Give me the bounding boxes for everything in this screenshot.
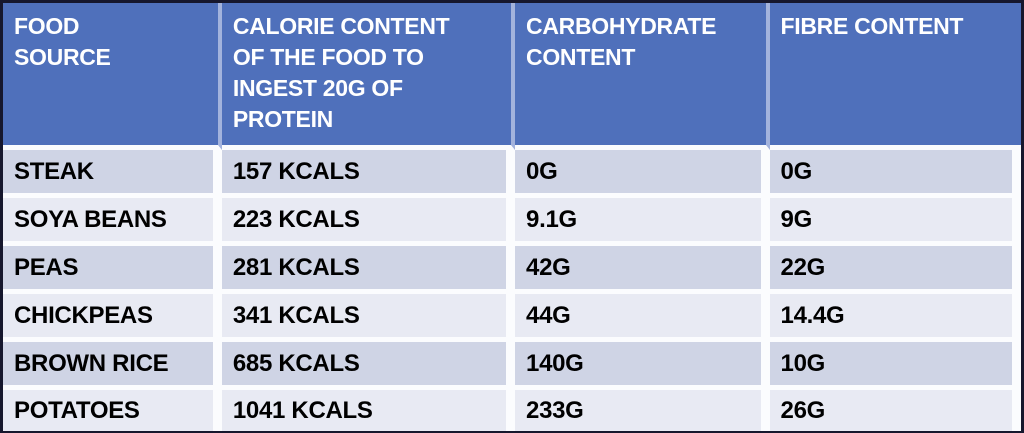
table-cell: 341 KCALS [221,294,516,343]
table-cell: 233G [515,390,770,431]
header-cell-calorie-content: CALORIE CONTENT OF THE FOOD TO INGEST 20… [221,3,516,150]
table-row-brown-rice: BROWN RICE 685 KCALS 140G 10G [3,342,1021,391]
table-cell: CHICKPEAS [3,294,222,343]
table-cell: 9.1G [515,198,770,247]
table-cell: 10G [769,342,1021,391]
table-row-potatoes: POTATOES 1041 KCALS 233G 26G [3,390,1021,431]
header-label: CALORIE CONTENT OF THE FOOD TO INGEST 20… [232,13,450,132]
table-cell: 42G [515,246,770,295]
table-cell: 26G [769,390,1021,431]
table-cell: 685 KCALS [221,342,516,391]
table-cell: 157 KCALS [221,150,516,199]
table-cell: 281 KCALS [221,246,516,295]
table-header: FOOD SOURCE CALORIE CONTENT OF THE FOOD … [3,3,1021,150]
table-cell: 140G [515,342,770,391]
header-label: CARBOHYDRATE CONTENT [526,13,717,70]
header-row: FOOD SOURCE CALORIE CONTENT OF THE FOOD … [3,3,1021,150]
table-cell: 0G [515,150,770,199]
header-label: FIBRE CONTENT [780,13,964,39]
table-cell: STEAK [3,150,222,199]
table-cell: SOYA BEANS [3,198,222,247]
header-cell-food-source: FOOD SOURCE [3,3,222,150]
header-cell-carbohydrate-content: CARBOHYDRATE CONTENT [515,3,770,150]
table-cell: BROWN RICE [3,342,222,391]
table-cell: 14.4G [769,294,1021,343]
table-cell: 22G [769,246,1021,295]
table-cell: 223 KCALS [221,198,516,247]
table-cell: PEAS [3,246,222,295]
table-cell: POTATOES [3,390,222,431]
table-body: STEAK 157 KCALS 0G 0G SOYA BEANS 223 KCA… [3,150,1021,431]
table-row-chickpeas: CHICKPEAS 341 KCALS 44G 14.4G [3,294,1021,343]
nutrition-table: FOOD SOURCE CALORIE CONTENT OF THE FOOD … [3,3,1021,431]
table-row-soya-beans: SOYA BEANS 223 KCALS 9.1G 9G [3,198,1021,247]
table-cell: 0G [769,150,1021,199]
table-row-steak: STEAK 157 KCALS 0G 0G [3,150,1021,199]
table-cell: 1041 KCALS [221,390,516,431]
header-label: FOOD SOURCE [14,13,111,70]
table-row-peas: PEAS 281 KCALS 42G 22G [3,246,1021,295]
table-cell: 9G [769,198,1021,247]
header-cell-fibre-content: FIBRE CONTENT [769,3,1021,150]
table-cell: 44G [515,294,770,343]
